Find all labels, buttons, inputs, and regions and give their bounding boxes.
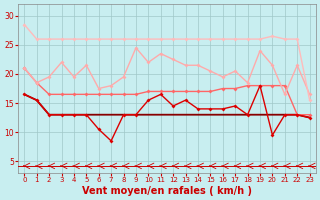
X-axis label: Vent moyen/en rafales ( km/h ): Vent moyen/en rafales ( km/h ) [82, 186, 252, 196]
